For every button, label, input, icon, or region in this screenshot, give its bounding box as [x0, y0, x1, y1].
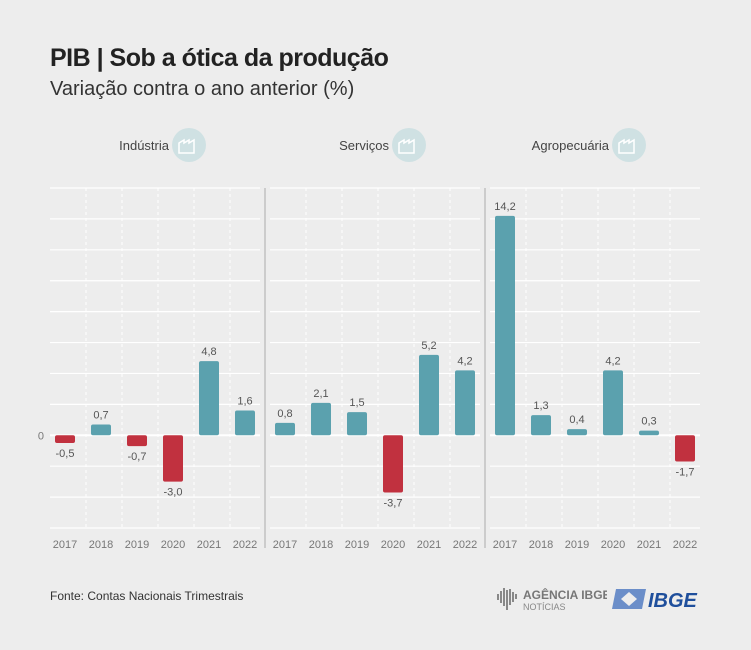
svg-text:IBGE: IBGE — [648, 590, 698, 611]
source-note: Fonte: Contas Nacionais Trimestrais — [50, 589, 244, 603]
data-label: 4,2 — [457, 355, 472, 367]
ibge-logo: IBGE — [612, 589, 698, 611]
bar-Agropecuária-2019 — [567, 429, 587, 436]
bar-Indústria-2020 — [163, 435, 183, 482]
data-label: -0,5 — [56, 448, 75, 460]
x-tick-label: 2022 — [233, 539, 257, 551]
data-label: 1,3 — [533, 400, 548, 412]
panel-title: Indústria — [119, 138, 170, 153]
bar-Serviços-2019 — [347, 412, 367, 436]
bar-Agropecuária-2020 — [603, 370, 623, 436]
x-tick-label: 2019 — [125, 539, 149, 551]
factory-icon — [172, 128, 206, 162]
bar-Agropecuária-2018 — [531, 415, 551, 436]
bar-Serviços-2018 — [311, 402, 331, 436]
y-tick-label: 0 — [38, 430, 44, 442]
x-tick-label: 2022 — [673, 539, 697, 551]
data-label: 1,5 — [349, 397, 364, 409]
bar-Serviços-2020 — [383, 435, 403, 493]
chart-title: PIB | Sob a ótica da produção — [50, 44, 389, 72]
svg-text:NOTÍCIAS: NOTÍCIAS — [523, 602, 566, 612]
bar-Indústria-2019 — [127, 435, 147, 447]
data-label: -3,7 — [384, 497, 403, 509]
data-label: 5,2 — [421, 340, 436, 352]
x-tick-label: 2021 — [197, 539, 221, 551]
x-tick-label: 2017 — [273, 539, 297, 551]
bar-Serviços-2017 — [275, 422, 295, 436]
x-tick-label: 2019 — [565, 539, 589, 551]
x-tick-label: 2021 — [417, 539, 441, 551]
data-label: -1,7 — [676, 467, 695, 479]
plant-icon — [612, 128, 646, 162]
plant-icon-glyph — [618, 138, 635, 154]
x-tick-label: 2020 — [381, 539, 405, 551]
headset-person-icon-glyph — [398, 138, 415, 154]
x-tick-label: 2018 — [529, 539, 553, 551]
headset-person-icon — [392, 128, 426, 162]
x-tick-label: 2017 — [493, 539, 517, 551]
data-label: -0,7 — [128, 451, 147, 463]
data-label: 14,2 — [494, 201, 515, 213]
data-label: 2,1 — [313, 388, 328, 400]
panel-title: Serviços — [339, 138, 389, 153]
data-label: -3,0 — [164, 487, 183, 499]
x-tick-label: 2020 — [161, 539, 185, 551]
bar-Serviços-2021 — [419, 354, 439, 436]
chart-subtitle: Variação contra o ano anterior (%) — [50, 78, 355, 100]
bar-Agropecuária-2017 — [495, 215, 515, 436]
bar-Indústria-2018 — [91, 424, 111, 436]
factory-icon-glyph — [178, 138, 195, 154]
bar-Agropecuária-2022 — [675, 435, 695, 462]
data-label: 0,3 — [641, 416, 656, 428]
data-label: 0,4 — [569, 414, 584, 426]
panel-title: Agropecuária — [532, 138, 610, 153]
x-tick-label: 2019 — [345, 539, 369, 551]
agencia-ibge-logo: AGÊNCIA IBGE NOTÍCIAS — [497, 587, 607, 612]
svg-text:AGÊNCIA IBGE: AGÊNCIA IBGE — [523, 587, 607, 602]
bar-Indústria-2022 — [235, 410, 255, 436]
data-label: 0,8 — [277, 408, 292, 420]
data-label: 1,6 — [237, 396, 252, 408]
data-label: 4,2 — [605, 355, 620, 367]
x-tick-label: 2018 — [89, 539, 113, 551]
x-tick-label: 2018 — [309, 539, 333, 551]
bar-Serviços-2022 — [455, 370, 475, 436]
bar-Agropecuária-2021 — [639, 430, 659, 436]
x-tick-label: 2021 — [637, 539, 661, 551]
data-label: 0,7 — [93, 409, 108, 421]
x-tick-label: 2017 — [53, 539, 77, 551]
bar-Indústria-2021 — [199, 361, 219, 436]
data-label: 4,8 — [201, 346, 216, 358]
x-tick-label: 2020 — [601, 539, 625, 551]
bar-Indústria-2017 — [55, 435, 75, 443]
x-tick-label: 2022 — [453, 539, 477, 551]
